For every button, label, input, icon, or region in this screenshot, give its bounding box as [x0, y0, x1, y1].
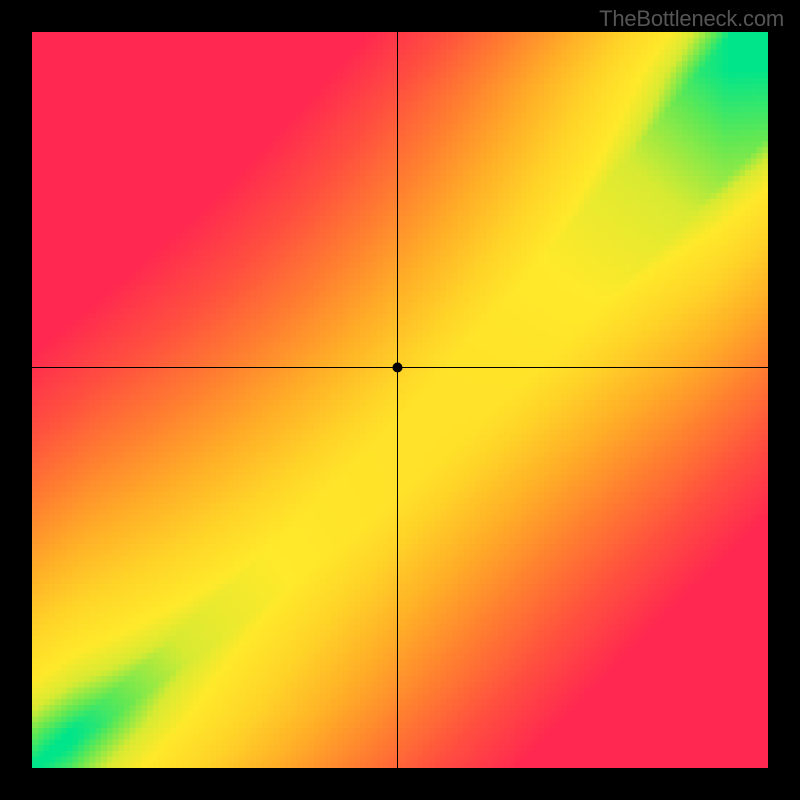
overlay-canvas	[32, 32, 768, 768]
watermark-text: TheBottleneck.com	[599, 6, 784, 32]
chart-container: TheBottleneck.com	[0, 0, 800, 800]
